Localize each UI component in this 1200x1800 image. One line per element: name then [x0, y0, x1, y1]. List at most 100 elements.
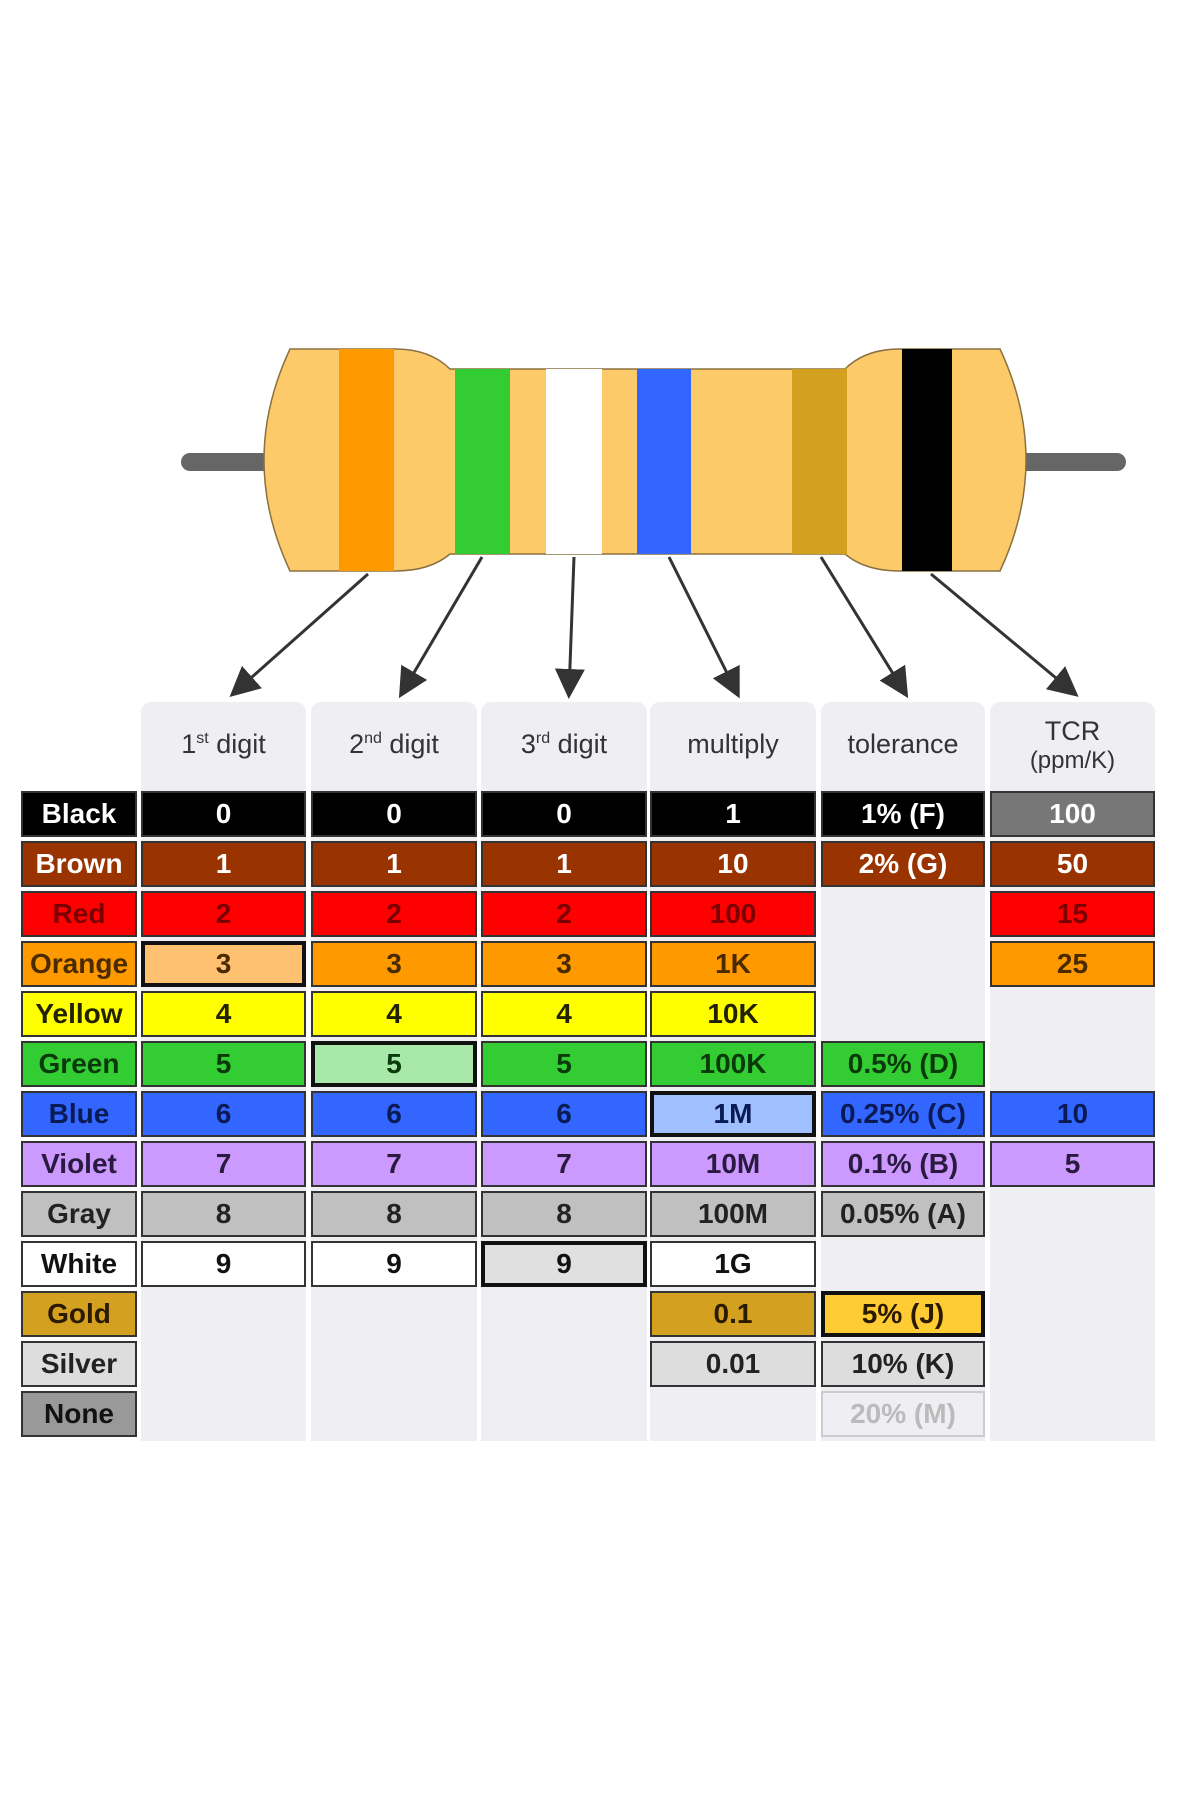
- column-header: TCR (ppm/K): [990, 702, 1155, 788]
- table-cell: 6: [311, 1091, 477, 1137]
- color-label-none: None: [21, 1391, 137, 1437]
- arrow: [398, 556, 484, 699]
- table-cell: 0: [311, 791, 477, 837]
- table-cell: 0.1: [650, 1291, 816, 1337]
- color-label-gold: Gold: [21, 1291, 137, 1337]
- table-cell: 50: [990, 841, 1155, 887]
- table-cell: 3: [481, 941, 647, 987]
- color-band: [455, 349, 510, 571]
- table-cell: 10: [650, 841, 816, 887]
- table-cell: 1: [650, 791, 816, 837]
- table-cell: 5: [481, 1041, 647, 1087]
- arrow: [229, 572, 369, 697]
- table-cell: 10M: [650, 1141, 816, 1187]
- color-label-gray: Gray: [21, 1191, 137, 1237]
- column-header: multiply: [650, 702, 816, 788]
- table-cell: 15: [990, 891, 1155, 937]
- header-unit: (ppm/K): [1029, 746, 1116, 774]
- table-cell: 8: [481, 1191, 647, 1237]
- table-cell: 9: [481, 1241, 647, 1287]
- header-text: multiply: [687, 729, 779, 760]
- table-cell: 9: [141, 1241, 306, 1287]
- color-band: [546, 349, 602, 571]
- header-text: 1st digit: [181, 729, 266, 760]
- table-cell: 5% (J): [821, 1291, 985, 1337]
- table-cell: 10K: [650, 991, 816, 1037]
- color-band: [339, 349, 394, 571]
- header-main: tolerance: [847, 729, 959, 760]
- header-text: 3rd digit: [521, 729, 607, 760]
- table-cell: 100K: [650, 1041, 816, 1087]
- header-sup: st: [196, 730, 209, 748]
- table-cell: 6: [141, 1091, 306, 1137]
- table-cell: 10: [990, 1091, 1155, 1137]
- table-cell: 1K: [650, 941, 816, 987]
- header-text: TCR: [1045, 716, 1101, 747]
- resistor-illustration: [181, 348, 1126, 699]
- table-cell: 0.01: [650, 1341, 816, 1387]
- table-cell: 5: [311, 1041, 477, 1087]
- table-cell: 7: [311, 1141, 477, 1187]
- header-main: multiply: [687, 729, 779, 760]
- color-label-silver: Silver: [21, 1341, 137, 1387]
- column-header: 2nd digit: [311, 702, 477, 788]
- column-header: tolerance: [821, 702, 985, 788]
- table-cell: 1: [481, 841, 647, 887]
- table-cell: 4: [311, 991, 477, 1037]
- color-label-orange: Orange: [21, 941, 137, 987]
- header-rest: digit: [208, 729, 266, 760]
- table-cell: 4: [481, 991, 647, 1037]
- header-rest: digit: [381, 729, 439, 760]
- color-band: [637, 349, 691, 571]
- table-cell: 6: [481, 1091, 647, 1137]
- table-cell: 3: [141, 941, 306, 987]
- table-cell: 0.1% (B): [821, 1141, 985, 1187]
- arrow: [667, 556, 740, 699]
- table-cell: 1% (F): [821, 791, 985, 837]
- header-main: 3: [520, 729, 536, 760]
- table-cell: 7: [141, 1141, 306, 1187]
- table-cell: 2: [481, 891, 647, 937]
- arrow: [930, 572, 1079, 697]
- table-cell: 25: [990, 941, 1155, 987]
- table-cell: 3: [311, 941, 477, 987]
- table-cell: 100: [990, 791, 1155, 837]
- color-label-white: White: [21, 1241, 137, 1287]
- table-cell: 1G: [650, 1241, 816, 1287]
- table-cell: 9: [311, 1241, 477, 1287]
- color-label-violet: Violet: [21, 1141, 137, 1187]
- color-band: [902, 349, 952, 571]
- header-main: 2: [349, 729, 365, 760]
- table-cell: 1: [141, 841, 306, 887]
- table-cell: 5: [990, 1141, 1155, 1187]
- table-cell: 0: [481, 791, 647, 837]
- color-label-yellow: Yellow: [21, 991, 137, 1037]
- table-cell: 10% (K): [821, 1341, 985, 1387]
- table-cell: 7: [481, 1141, 647, 1187]
- color-label-brown: Brown: [21, 841, 137, 887]
- header-sup: rd: [535, 730, 551, 748]
- table-cell: 0.5% (D): [821, 1041, 985, 1087]
- table-cell: 100M: [650, 1191, 816, 1237]
- table-cell: 2: [311, 891, 477, 937]
- color-band: [792, 349, 847, 571]
- table-cell: 0.25% (C): [821, 1091, 985, 1137]
- color-label-red: Red: [21, 891, 137, 937]
- color-label-blue: Blue: [21, 1091, 137, 1137]
- table-cell: 0: [141, 791, 306, 837]
- header-main: 1: [181, 729, 197, 760]
- table-cell: 5: [141, 1041, 306, 1087]
- header-text: 2nd digit: [349, 729, 439, 760]
- table-cell: 1M: [650, 1091, 816, 1137]
- table-cell: 8: [141, 1191, 306, 1237]
- color-label-black: Black: [21, 791, 137, 837]
- column-header: 3rd digit: [481, 702, 647, 788]
- color-label-green: Green: [21, 1041, 137, 1087]
- table-cell: 2: [141, 891, 306, 937]
- arrow: [554, 556, 585, 699]
- table-cell: 2% (G): [821, 841, 985, 887]
- header-rest: digit: [550, 729, 608, 760]
- header-main: TCR: [1044, 715, 1101, 746]
- table-cell: 8: [311, 1191, 477, 1237]
- table-cell: 100: [650, 891, 816, 937]
